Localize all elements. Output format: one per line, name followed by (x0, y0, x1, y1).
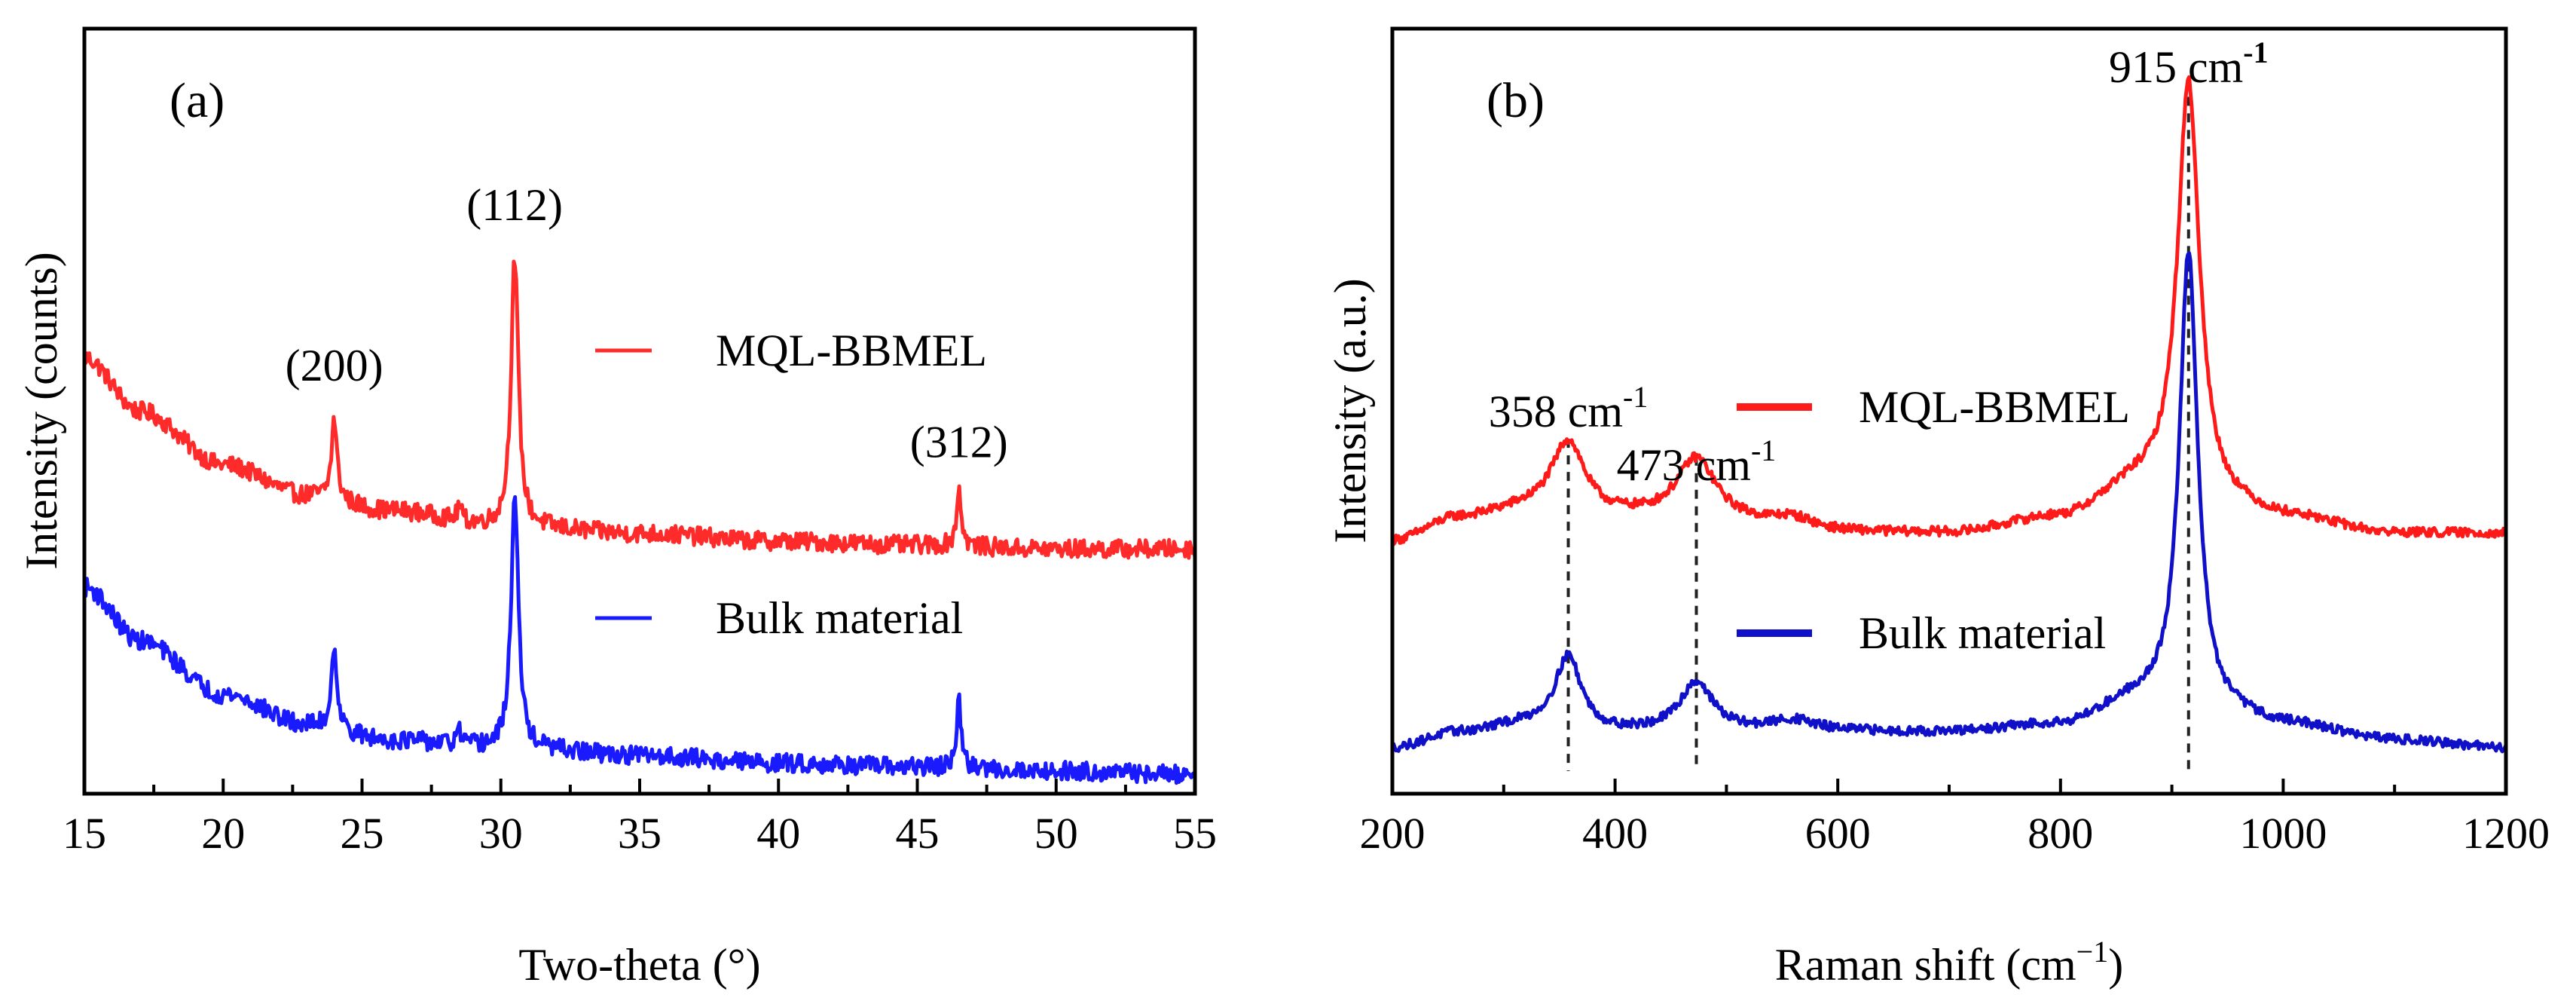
panel-a-x-tick-label: 25 (341, 809, 384, 858)
panel-b-ticks: 200 400 600 800 1000 1200 (1360, 779, 2550, 858)
panel-a-x-axis-label: Two-theta (°) (518, 940, 760, 990)
panel-a-label: (a) (170, 73, 225, 128)
panel-b-x-axis-label: Raman shift (cm−1) (1775, 935, 2123, 990)
panel-b-y-axis-label: Intensity (a.u.) (1325, 278, 1375, 543)
series-line-mql-bbmel (82, 259, 1197, 560)
peak-annotation: (200) (286, 341, 383, 390)
peak-annotation: 915 cm-1 (2109, 35, 2269, 92)
panel-a-xrd: 15 20 25 30 35 40 45 50 55 (a) (200) (112) (312) M… (17, 26, 1217, 990)
peak-annotation: 473 cm-1 (1617, 433, 1777, 490)
panel-a-x-tick-label: 55 (1173, 809, 1217, 858)
panel-b-x-tick-label: 1200 (2462, 809, 2550, 858)
panel-b-x-tick-label: 200 (1360, 809, 1426, 858)
panel-a-x-tick-label: 15 (63, 809, 106, 858)
panel-b-x-tick-label: 600 (1805, 809, 1871, 858)
panel-b-x-tick-label: 400 (1582, 809, 1648, 858)
panel-b-label: (b) (1487, 73, 1545, 128)
panel-a-x-tick-label: 20 (201, 809, 245, 858)
panel-a-x-tick-label: 50 (1034, 809, 1078, 858)
panel-a-x-tick-label: 45 (896, 809, 940, 858)
panel-b-series (1390, 75, 2508, 754)
panel-b-x-axis-label-sup: −1 (2076, 935, 2109, 969)
peak-annotation: (112) (466, 180, 563, 230)
legend-label: MQL-BBMEL (716, 326, 987, 375)
panel-b-x-tick-label: 800 (2027, 809, 2093, 858)
panel-a-y-axis-label: Intensity (counts) (17, 252, 66, 570)
panel-a-legend: MQL-BBMEL Bulk material (595, 326, 987, 643)
series-line-bulk-material (82, 495, 1196, 785)
panel-a-ticks: 15 20 25 30 35 40 45 50 55 (63, 779, 1217, 858)
legend-label: Bulk material (1859, 608, 2106, 658)
series-line-mql-bbmel (1390, 75, 2507, 546)
peak-annotation: (312) (910, 417, 1008, 467)
legend-label: MQL-BBMEL (1859, 382, 2130, 432)
panel-a-x-tick-label: 30 (479, 809, 523, 858)
panel-b-legend: MQL-BBMEL Bulk material (1737, 382, 2130, 658)
peak-annotation: 358 cm-1 (1489, 380, 1649, 436)
panel-a-plot-frame (82, 26, 1197, 796)
panel-a-x-tick-label: 35 (618, 809, 662, 858)
panel-b-peak-guides (1566, 80, 2190, 771)
series-line-bulk-material (1391, 251, 2508, 754)
legend-label: Bulk material (716, 593, 963, 643)
panel-b-x-axis-label-main: Raman shift (cm (1775, 940, 2076, 990)
panel-a-annotations: (200) (112) (312) (286, 180, 1008, 467)
panel-a-series (82, 259, 1197, 785)
panel-b-x-tick-label: 1000 (2239, 809, 2327, 858)
panel-b-x-axis-label-close: ) (2108, 940, 2123, 990)
panel-a-x-tick-label: 40 (756, 809, 800, 858)
